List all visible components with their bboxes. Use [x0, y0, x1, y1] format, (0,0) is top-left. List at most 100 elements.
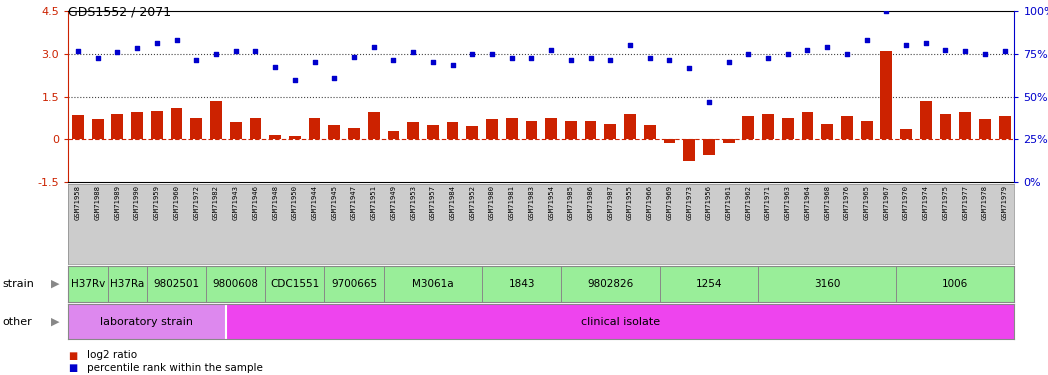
Text: log2 ratio: log2 ratio [87, 351, 137, 360]
Bar [269, 135, 281, 139]
Text: ■: ■ [68, 351, 78, 360]
Bar [545, 118, 558, 139]
Text: H37Ra: H37Ra [110, 279, 145, 289]
Bar [959, 112, 971, 139]
Point [188, 57, 204, 63]
Bar [388, 131, 399, 139]
Point [602, 57, 618, 63]
Bar [643, 125, 656, 139]
Bar [979, 119, 990, 139]
Text: GSM71944: GSM71944 [311, 185, 318, 220]
Point [583, 55, 599, 61]
Bar [348, 128, 359, 139]
Text: GSM71965: GSM71965 [864, 185, 870, 220]
Point [168, 37, 184, 43]
Point [286, 76, 303, 82]
Text: ▶: ▶ [51, 279, 60, 289]
Text: GSM71962: GSM71962 [745, 185, 751, 220]
Text: GSM71984: GSM71984 [450, 185, 456, 220]
Bar [111, 114, 124, 139]
Bar [625, 114, 636, 139]
Text: 3160: 3160 [814, 279, 840, 289]
Point [858, 37, 875, 43]
Bar [999, 117, 1010, 139]
Text: GSM71987: GSM71987 [607, 185, 613, 220]
Text: GSM71958: GSM71958 [75, 185, 81, 220]
Point [917, 39, 934, 45]
Point [681, 65, 698, 71]
Text: laboratory strain: laboratory strain [101, 316, 194, 327]
Text: GSM71960: GSM71960 [174, 185, 179, 220]
Bar [68, 304, 226, 339]
Text: GSM71980: GSM71980 [489, 185, 495, 220]
Bar [900, 129, 912, 139]
Text: 1843: 1843 [508, 279, 534, 289]
Bar [920, 101, 932, 139]
Text: GSM71982: GSM71982 [213, 185, 219, 220]
Bar [860, 121, 873, 139]
Text: GSM71949: GSM71949 [391, 185, 396, 220]
Text: GSM71966: GSM71966 [647, 185, 653, 220]
Bar [151, 111, 162, 139]
Point [366, 44, 383, 50]
Bar [408, 122, 419, 139]
Point [700, 99, 717, 105]
Bar [446, 122, 458, 139]
Text: GSM71967: GSM71967 [883, 185, 890, 220]
Text: GSM71947: GSM71947 [351, 185, 357, 220]
Point [898, 42, 915, 48]
Point [720, 59, 737, 65]
Point [69, 48, 86, 54]
Text: GSM71988: GSM71988 [94, 185, 101, 220]
Bar [328, 125, 341, 139]
Point [838, 51, 855, 57]
Point [405, 50, 421, 55]
Text: 9700665: 9700665 [331, 279, 377, 289]
Bar [762, 114, 773, 139]
Text: GSM71979: GSM71979 [1002, 185, 1007, 220]
Point [483, 51, 500, 57]
Text: 1254: 1254 [696, 279, 722, 289]
Text: GDS1552 / 2071: GDS1552 / 2071 [68, 6, 171, 19]
Text: GSM71957: GSM71957 [430, 185, 436, 220]
Text: GSM71985: GSM71985 [568, 185, 574, 220]
Point [129, 45, 146, 51]
Text: GSM71953: GSM71953 [410, 185, 416, 220]
Text: GSM71975: GSM71975 [942, 185, 948, 220]
Point [661, 57, 678, 63]
Text: GSM71981: GSM71981 [508, 185, 515, 220]
Point [503, 55, 520, 61]
Text: GSM71968: GSM71968 [824, 185, 830, 220]
Text: GSM71974: GSM71974 [922, 185, 929, 220]
Bar [723, 139, 735, 142]
Bar [131, 112, 143, 139]
Point [543, 46, 560, 53]
Bar [226, 304, 1014, 339]
Text: GSM71948: GSM71948 [272, 185, 278, 220]
Text: 9800608: 9800608 [213, 279, 259, 289]
Bar [605, 124, 616, 139]
Text: GSM71978: GSM71978 [982, 185, 988, 220]
Bar [840, 117, 853, 139]
Bar [822, 124, 833, 139]
Point [780, 51, 796, 57]
Bar [92, 119, 104, 139]
Bar [427, 125, 439, 139]
Bar [466, 126, 478, 139]
Text: GSM71969: GSM71969 [667, 185, 673, 220]
Text: GSM71964: GSM71964 [805, 185, 810, 220]
Point [878, 8, 895, 14]
Text: strain: strain [2, 279, 34, 289]
Text: GSM71970: GSM71970 [903, 185, 909, 220]
Text: M3061a: M3061a [412, 279, 454, 289]
Point [424, 59, 441, 65]
Text: GSM71973: GSM71973 [686, 185, 692, 220]
Bar [171, 108, 182, 139]
Text: GSM71946: GSM71946 [253, 185, 259, 220]
Text: GSM71963: GSM71963 [785, 185, 791, 220]
Text: GSM71986: GSM71986 [588, 185, 593, 220]
Bar [72, 115, 84, 139]
Point [977, 51, 994, 57]
Text: GSM71977: GSM71977 [962, 185, 968, 220]
Text: GSM71955: GSM71955 [627, 185, 633, 220]
